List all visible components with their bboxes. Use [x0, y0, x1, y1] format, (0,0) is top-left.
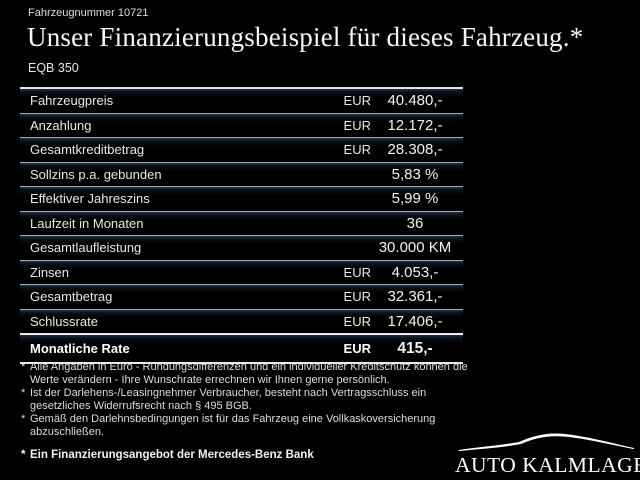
- row-value: 5,99 %: [391, 190, 439, 208]
- table-row: Laufzeit in Monaten 36: [20, 210, 463, 235]
- table-row: Anzahlung EUR 12.172,-: [20, 112, 463, 137]
- vehicle-number: Fahrzeugnummer 10721: [28, 7, 149, 19]
- footnotes: * Alle Angaben in Euro - Rundungsdiffere…: [21, 361, 471, 439]
- row-value: 415,-: [397, 339, 433, 357]
- row-value: 4.053,-: [391, 263, 439, 281]
- row-value: 36: [406, 214, 424, 232]
- table-row: Gesamtbetrag EUR 32.361,-: [20, 284, 463, 309]
- table-row: Monatliche Rate EUR 415,-: [20, 333, 463, 364]
- table-row: Schlussrate EUR 17.406,-: [20, 308, 463, 333]
- footnote-asterisk: *: [21, 413, 26, 425]
- table-row: Fahrzeugpreis EUR 40.480,-: [20, 89, 463, 113]
- financing-bank-note: * Ein Finanzierungsangebot der Mercedes-…: [21, 449, 314, 461]
- row-label: Sollzins p.a. gebunden: [30, 166, 162, 182]
- row-label: Anzahlung: [30, 117, 92, 133]
- row-currency-unit: EUR: [343, 313, 371, 329]
- row-currency-unit: EUR: [343, 289, 371, 305]
- row-label: Gesamtbetrag: [30, 289, 113, 305]
- dealer-name: AUTO KALMLAGE: [455, 453, 640, 477]
- vehicle-model: EQB 350: [28, 61, 79, 75]
- row-value: 40.480,-: [387, 92, 443, 110]
- row-label: Fahrzeugpreis: [30, 93, 114, 109]
- footnote-text: Alle Angaben in Euro - Rundungsdifferenz…: [30, 361, 468, 386]
- page-title: Unser Finanzierungsbeispiel für dieses F…: [27, 22, 584, 52]
- footnote-item: * Gemäß den Darlehnsbedingungen ist für …: [21, 413, 471, 439]
- footnote-text: Ist der Darlehens-/Leasingnehmer Verbrau…: [30, 387, 427, 412]
- row-label: Effektiver Jahreszins: [30, 191, 150, 207]
- table-row: Gesamtkreditbetrag EUR 28.308,-: [20, 137, 463, 162]
- footnote-item: * Alle Angaben in Euro - Rundungsdiffere…: [21, 361, 471, 387]
- row-currency-unit: EUR: [343, 264, 371, 280]
- footnote-item: * Ist der Darlehens-/Leasingnehmer Verbr…: [21, 387, 471, 413]
- row-value: 17.406,-: [387, 312, 443, 330]
- row-currency-unit: EUR: [343, 117, 371, 133]
- footnote-asterisk: *: [21, 449, 26, 461]
- financing-table: Fahrzeugpreis EUR 40.480,- Anzahlung EUR…: [20, 87, 463, 364]
- row-value: 32.361,-: [387, 288, 443, 306]
- footnote-asterisk: *: [21, 387, 26, 399]
- dealer-logo: AUTO KALMLAGE: [455, 429, 640, 478]
- table-row: Effektiver Jahreszins 5,99 %: [20, 186, 463, 211]
- row-value: 30.000 KM: [378, 239, 452, 257]
- row-currency-unit: EUR: [343, 341, 371, 356]
- row-currency-unit: EUR: [343, 142, 371, 158]
- row-label: Gesamtlaufleistung: [30, 240, 142, 256]
- row-label: Monatliche Rate: [30, 341, 130, 356]
- footnote-asterisk: *: [21, 361, 26, 373]
- row-currency-unit: EUR: [343, 93, 371, 109]
- table-row: Zinsen EUR 4.053,-: [20, 259, 463, 284]
- row-value: 28.308,-: [387, 141, 443, 159]
- table-row: Sollzins p.a. gebunden 5,83 %: [20, 161, 463, 186]
- row-value: 5,83 %: [391, 165, 439, 183]
- row-value: 12.172,-: [387, 116, 443, 134]
- footnote-text: Gemäß den Darlehnsbedingungen ist für da…: [30, 413, 436, 438]
- financing-bank-note-text: Ein Finanzierungsangebot der Mercedes-Be…: [30, 449, 314, 461]
- car-silhouette-icon: [458, 433, 635, 452]
- table-row: Gesamtlaufleistung 30.000 KM: [20, 235, 463, 260]
- row-label: Zinsen: [30, 264, 70, 280]
- row-label: Laufzeit in Monaten: [30, 215, 144, 231]
- row-label: Schlussrate: [30, 313, 98, 329]
- row-label: Gesamtkreditbetrag: [30, 142, 145, 158]
